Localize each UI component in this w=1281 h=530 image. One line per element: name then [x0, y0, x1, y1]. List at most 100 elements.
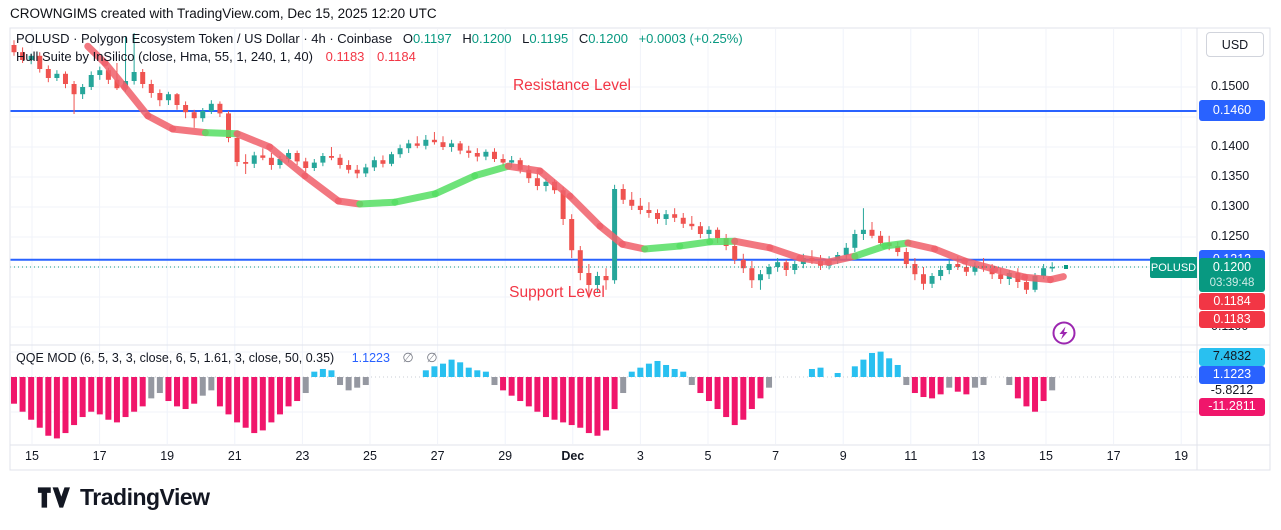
candle [569, 219, 575, 251]
candle [757, 274, 763, 281]
candle [251, 155, 257, 164]
low-label: L [522, 31, 530, 46]
candle [260, 155, 266, 158]
qqe-bar [663, 364, 670, 377]
qqe-bar [53, 377, 60, 439]
candle [655, 213, 660, 219]
qqe-bar [937, 377, 944, 395]
candle [20, 52, 26, 60]
empty-set-icon: ∅ [402, 350, 414, 365]
candle [208, 103, 214, 111]
candle [895, 246, 901, 252]
qqe-bar [1014, 377, 1021, 399]
candle [380, 160, 386, 164]
qqe-bar [560, 377, 567, 423]
time-axis[interactable]: 15 17 19 21 23 25 27 29 Dec 3 5 7 9 11 13 15 17 19 [10, 446, 1270, 470]
price-tick-label: 0.1400 [1211, 139, 1250, 153]
candle [389, 154, 395, 164]
candle [938, 270, 944, 276]
hull-lower-badge: 0.1183 [1199, 311, 1265, 328]
qqe-bar [242, 377, 249, 428]
qqe-bar [525, 377, 532, 407]
candle [88, 75, 94, 87]
candle [363, 167, 369, 174]
hull-ribbon-segment [334, 197, 364, 208]
candle [268, 157, 274, 165]
hull-ribbon-segment [504, 162, 544, 175]
qqe-value-badge: 1.1223 [1199, 366, 1265, 384]
qqe-bar [208, 377, 215, 391]
time-tick-label: 11 [904, 449, 918, 463]
time-tick-label: 15 [1039, 449, 1053, 463]
qqe-bar [869, 352, 875, 377]
hull-ribbon-segment [431, 172, 479, 198]
candle [500, 159, 506, 163]
qqe-bar [946, 377, 953, 388]
hull-ribbon-segment [766, 244, 804, 262]
candle [620, 189, 626, 200]
candle [328, 156, 334, 158]
currency-button[interactable]: USD [1206, 32, 1264, 57]
time-tick-label: 25 [363, 449, 377, 463]
candle [586, 273, 592, 285]
hull-ribbon-segment [144, 112, 177, 133]
hull-ribbon-segment [566, 192, 604, 230]
time-tick-label: 19 [160, 449, 175, 463]
qqe-bar [542, 377, 549, 418]
hull-upper-badge: 0.1184 [1199, 293, 1265, 310]
qqe-bar [105, 377, 112, 420]
qqe-bar [500, 377, 507, 391]
qqe-bar [834, 372, 841, 377]
candle [165, 94, 171, 101]
empty-set-icon: ∅ [426, 350, 438, 365]
candle [457, 143, 463, 151]
price-tick-label: 0.1350 [1211, 169, 1250, 183]
hull-ribbon-segment [618, 240, 649, 253]
qqe-bar [448, 359, 455, 377]
candle [1049, 267, 1055, 269]
candle [140, 72, 146, 84]
price-tick-label: 0.1500 [1211, 79, 1250, 93]
price-line-symbol-label: POLUSD [1150, 257, 1197, 278]
qqe-bar [36, 377, 43, 428]
hull-ribbon-segment [233, 130, 274, 151]
open-label: O [402, 31, 413, 46]
candle [860, 229, 866, 234]
hull-ribbon-segment [931, 245, 969, 265]
qqe-bar [697, 377, 704, 394]
candle [843, 247, 849, 255]
lightning-icon[interactable] [1051, 320, 1077, 351]
qqe-bar [551, 377, 558, 420]
qqe-title: QQE MOD (6, 5, 3, 3, close, 6, 5, 1.61, … [16, 351, 335, 365]
hull-ribbon-segment [169, 125, 209, 137]
qqe-bar [1006, 377, 1013, 386]
hull-legend: Hull Suite by InSilico (close, Hma, 55, … [16, 49, 416, 64]
qqe-bar [688, 377, 695, 386]
candle [766, 267, 772, 275]
qqe-bar [628, 371, 635, 377]
candle [406, 143, 412, 149]
symbol-legend: POLUSD · Polygon Ecosystem Token / US Do… [16, 31, 743, 46]
qqe-bar [199, 377, 206, 396]
qqe-bar [594, 377, 601, 436]
last-price-dot [1064, 265, 1068, 269]
candle [929, 276, 935, 284]
qqe-bar [766, 377, 773, 388]
tradingview-logo-text: TradingView [80, 484, 210, 510]
candle [534, 178, 540, 186]
qqe-bar [748, 377, 755, 410]
candle [234, 138, 240, 162]
hull-ribbon-segment [1046, 273, 1067, 284]
qqe-bar [611, 377, 618, 410]
qqe-bar [929, 377, 936, 399]
hull-ribbon-segment [676, 238, 714, 250]
candle [663, 214, 669, 219]
tradingview-logo[interactable]: TradingView [37, 484, 210, 511]
candle [483, 151, 489, 157]
candle [354, 169, 360, 174]
last-price-badge: 0.1200 03:39:48 [1199, 258, 1265, 292]
low-value: 0.1195 [529, 31, 569, 46]
qqe-bar [980, 377, 987, 386]
qqe-bar [285, 377, 292, 407]
